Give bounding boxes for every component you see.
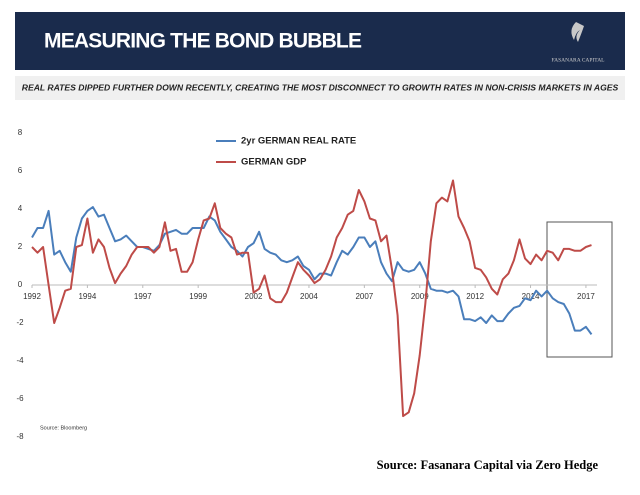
x-tick-label: 2017 xyxy=(577,292,595,301)
y-tick-label: -4 xyxy=(16,356,24,365)
logo-mark xyxy=(571,22,584,42)
legend-label: GERMAN GDP xyxy=(241,157,307,168)
legend-label: 2yr GERMAN REAL RATE xyxy=(241,136,356,147)
x-tick-label: 2007 xyxy=(355,292,373,301)
source: Source: Fasanara Capital via Zero Hedge xyxy=(377,458,599,472)
series-line xyxy=(31,206,593,335)
x-tick-label: 2009 xyxy=(411,292,429,301)
x-tick-label: 2002 xyxy=(245,292,263,301)
logo-text: FASANARA CAPITAL xyxy=(551,57,605,63)
y-tick-label: 2 xyxy=(18,242,23,251)
x-tick-label: 2014 xyxy=(522,292,540,301)
x-tick-label: 2004 xyxy=(300,292,318,301)
y-tick-label: 8 xyxy=(18,128,23,137)
y-tick-label: -8 xyxy=(16,432,24,441)
x-tick-label: 2012 xyxy=(466,292,484,301)
y-tick-label: 0 xyxy=(18,280,23,289)
y-tick-label: 4 xyxy=(18,204,23,213)
x-tick-label: 1999 xyxy=(189,292,207,301)
y-tick-label: -2 xyxy=(16,318,24,327)
series-line xyxy=(31,179,592,418)
y-tick-label: 6 xyxy=(18,166,23,175)
title: MEASURING THE BOND BUBBLE xyxy=(44,30,362,53)
subtitle: REAL RATES DIPPED FURTHER DOWN RECENTLY,… xyxy=(22,82,619,92)
subtitle-band xyxy=(15,76,625,100)
x-tick-label: 1992 xyxy=(23,292,41,301)
x-tick-label: 1994 xyxy=(78,292,96,301)
note: Source: Bloomberg xyxy=(40,425,87,431)
header-bar xyxy=(15,12,625,70)
y-tick-label: -6 xyxy=(16,394,24,403)
highlight-box xyxy=(546,221,613,358)
x-tick-label: 1997 xyxy=(134,292,152,301)
